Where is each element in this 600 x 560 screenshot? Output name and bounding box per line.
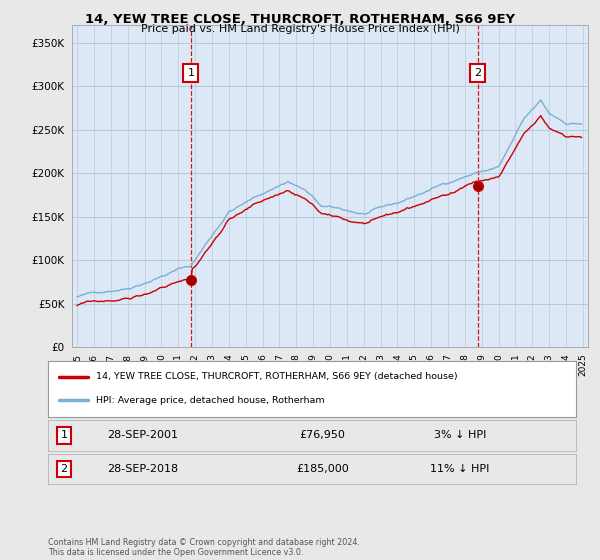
Text: Price paid vs. HM Land Registry's House Price Index (HPI): Price paid vs. HM Land Registry's House … xyxy=(140,24,460,34)
Text: 3% ↓ HPI: 3% ↓ HPI xyxy=(434,431,486,440)
Text: 2: 2 xyxy=(60,464,67,474)
Text: 1: 1 xyxy=(187,68,194,78)
Text: 2: 2 xyxy=(474,68,481,78)
Text: 28-SEP-2018: 28-SEP-2018 xyxy=(107,464,179,474)
Text: 11% ↓ HPI: 11% ↓ HPI xyxy=(430,464,490,474)
Text: £76,950: £76,950 xyxy=(299,431,346,440)
Text: £185,000: £185,000 xyxy=(296,464,349,474)
Text: 14, YEW TREE CLOSE, THURCROFT, ROTHERHAM, S66 9EY: 14, YEW TREE CLOSE, THURCROFT, ROTHERHAM… xyxy=(85,13,515,26)
Text: Contains HM Land Registry data © Crown copyright and database right 2024.
This d: Contains HM Land Registry data © Crown c… xyxy=(48,538,360,557)
Text: 28-SEP-2001: 28-SEP-2001 xyxy=(107,431,179,440)
Text: HPI: Average price, detached house, Rotherham: HPI: Average price, detached house, Roth… xyxy=(95,396,324,405)
Text: 1: 1 xyxy=(61,431,67,440)
Text: 14, YEW TREE CLOSE, THURCROFT, ROTHERHAM, S66 9EY (detached house): 14, YEW TREE CLOSE, THURCROFT, ROTHERHAM… xyxy=(95,372,457,381)
